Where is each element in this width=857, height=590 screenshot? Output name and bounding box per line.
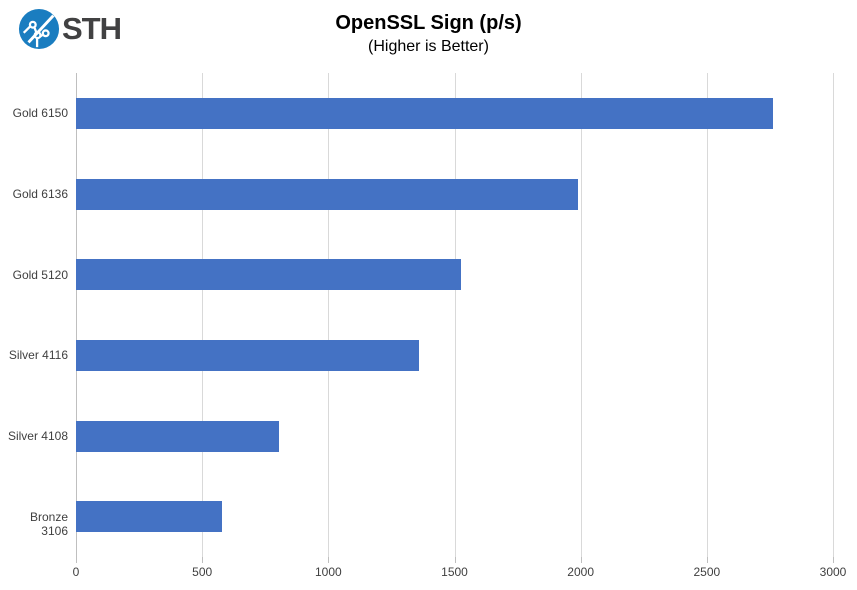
x-tick-label-1000: 1000 — [314, 565, 342, 579]
category-label-bronze-3106: Bronze 3106 — [29, 509, 68, 538]
gridline-1000 — [328, 73, 330, 557]
x-tick-label-500: 500 — [192, 565, 213, 579]
sth-logo-text: STH — [62, 11, 122, 46]
tick-mark-1000 — [328, 557, 330, 563]
gridline-2000 — [580, 73, 582, 557]
chart-title: OpenSSL Sign (p/s) — [335, 12, 522, 34]
tick-mark-2500 — [706, 557, 708, 563]
bar-gold-5120 — [76, 259, 461, 291]
title-block: OpenSSL Sign (p/s) (Higher is Better) — [0, 10, 857, 57]
bar-gold-6150 — [76, 97, 774, 129]
category-label-gold-6136: Gold 6136 — [12, 187, 68, 201]
sth-logo-icon — [18, 8, 60, 50]
gridline-3000 — [833, 73, 834, 557]
sth-logo: STH — [18, 8, 122, 50]
x-tick-label-2000: 2000 — [567, 565, 595, 579]
x-tick-label-2500: 2500 — [693, 565, 721, 579]
category-label-silver-4108: Silver 4108 — [7, 429, 68, 443]
tick-mark-500 — [202, 557, 204, 563]
tick-mark-3000 — [833, 557, 834, 563]
gridline-1500 — [454, 73, 456, 557]
tick-mark-1500 — [454, 557, 456, 563]
tick-mark-0 — [76, 557, 77, 563]
category-label-gold-5120: Gold 5120 — [12, 267, 68, 282]
x-tick-label-0: 0 — [72, 565, 80, 579]
plot-area — [76, 73, 834, 563]
gridline-2500 — [706, 73, 708, 557]
bar-silver-4116 — [76, 339, 420, 371]
gridline-0 — [76, 73, 77, 557]
tick-mark-2000 — [580, 557, 582, 563]
category-label-silver-4116: Silver 4116 — [8, 348, 68, 363]
category-label-gold-6150: Gold 6150 — [12, 106, 68, 121]
x-tick-label-1500: 1500 — [441, 565, 468, 579]
x-tick-label-3000: 3000 — [819, 565, 847, 579]
gridline-500 — [202, 73, 204, 557]
bar-gold-6136 — [76, 178, 579, 210]
value-axis-labels: 0 500 1000 1500 2000 2500 3000 — [72, 565, 847, 581]
bar-silver-4108 — [76, 420, 280, 452]
category-axis-labels: Gold 6150 Gold 6136 Gold 5120 Silver 4116 Si… — [0, 73, 68, 557]
chart-subtitle: (Higher is Better) — [368, 38, 489, 55]
bar-bronze-3106 — [76, 501, 223, 533]
